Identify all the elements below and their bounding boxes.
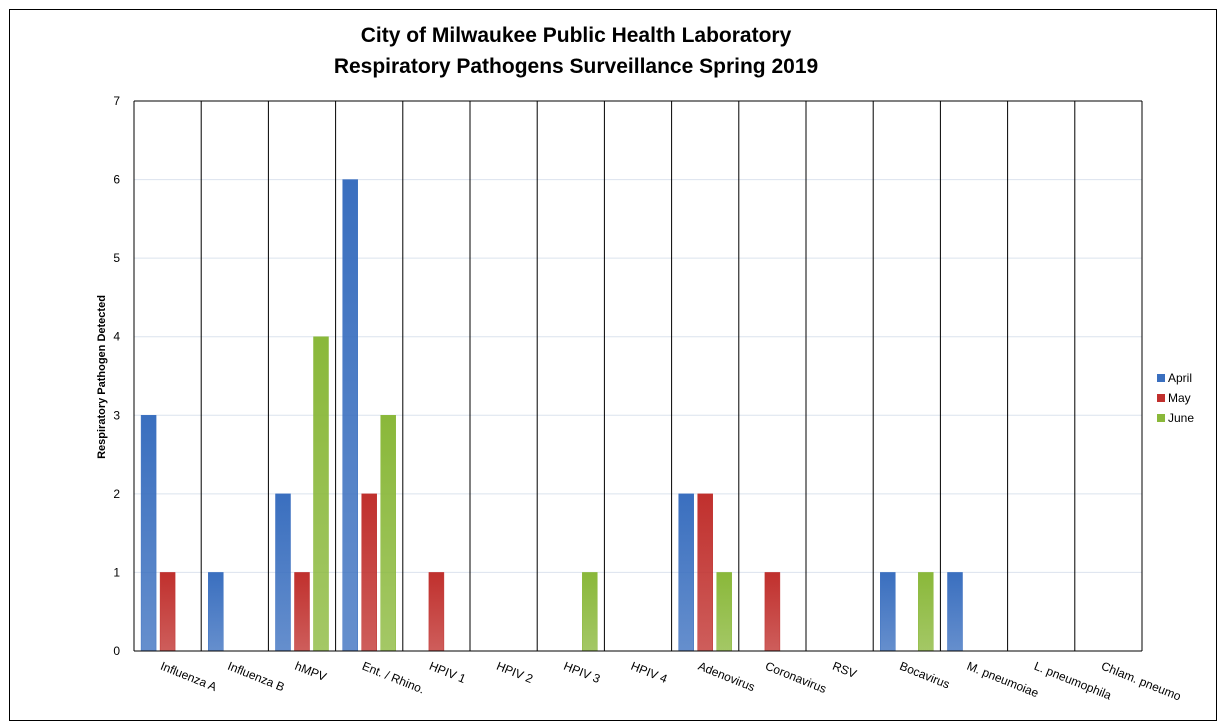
bar-june [380,415,396,652]
legend-swatch-april [1157,374,1165,382]
x-tick-label: HPIV 4 [629,659,670,686]
y-tick-label: 0 [113,644,120,658]
y-tick-label: 7 [113,94,120,108]
bar-june [582,572,598,652]
bar-may [697,493,713,652]
x-tick-label: HPIV 2 [494,659,535,686]
bar-april [880,572,896,652]
legend-label-may: May [1168,391,1191,405]
bar-april [342,179,358,652]
bar-june [918,572,934,652]
bar-may [764,572,781,652]
y-axis-label: Respiratory Pathogen Detected [96,295,108,459]
legend-label-june: June [1168,411,1194,425]
bar-april [208,572,224,652]
y-tick-label: 6 [113,173,120,187]
legend-label-april: April [1168,371,1192,385]
x-tick-label: Ent. / Rhino. [360,659,426,697]
legend-swatch-june [1157,414,1165,422]
x-tick-label: Coronavirus [763,659,828,696]
x-tick-label: HPIV 1 [427,659,468,686]
bar-june [716,572,732,652]
bar-april [947,572,963,652]
x-tick-label: M. pneumoiae [965,659,1041,701]
bar-april [140,415,157,652]
y-tick-label: 5 [113,251,120,265]
y-tick-label: 3 [113,408,120,422]
chart-title-line-2: Respiratory Pathogens Surveillance Sprin… [334,55,818,78]
bar-may [361,493,377,652]
x-tick-label: Influenza A [158,659,218,694]
bar-april [275,493,291,652]
x-tick-label: HPIV 3 [562,659,603,686]
x-tick-label: Adenovirus [696,659,757,694]
chart-title-line-1: City of Milwaukee Public Health Laborato… [361,24,792,47]
x-tick-label: hMPV [293,659,329,684]
x-tick-label: Chlam. pneumo [1099,659,1183,704]
x-tick-label: RSV [830,659,858,681]
bar-may [428,572,445,652]
bar-april [678,493,694,652]
y-tick-label: 1 [113,565,120,579]
bar-may [294,572,310,652]
x-tick-label: Bocavirus [898,659,952,692]
legend-swatch-may [1157,394,1165,402]
y-tick-label: 4 [113,330,120,344]
x-tick-label: Influenza B [226,659,287,694]
y-tick-label: 2 [113,487,120,501]
bar-june [313,336,329,652]
bar-may [159,572,176,652]
